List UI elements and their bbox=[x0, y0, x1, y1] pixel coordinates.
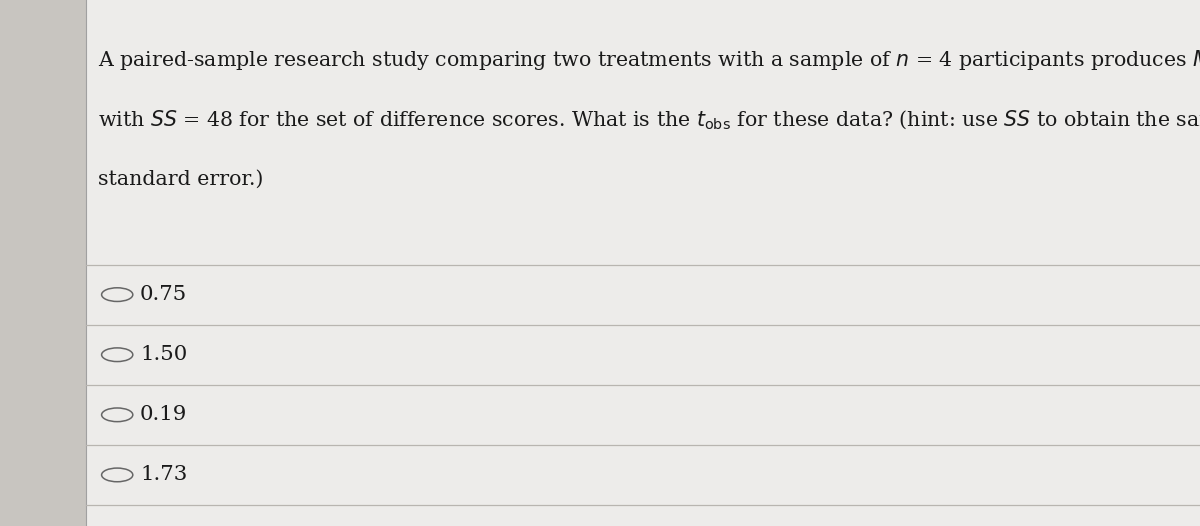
Text: 0.75: 0.75 bbox=[140, 285, 187, 304]
Bar bbox=[0, 0, 86, 526]
Text: A paired-sample research study comparing two treatments with a sample of $n$ = 4: A paired-sample research study comparing… bbox=[98, 48, 1200, 73]
Text: with $SS$ = 48 for the set of difference scores. What is the $t_{\mathrm{obs}}$ : with $SS$ = 48 for the set of difference… bbox=[98, 108, 1200, 132]
Text: 0.19: 0.19 bbox=[140, 406, 187, 424]
Text: 1.50: 1.50 bbox=[140, 345, 187, 364]
Text: 1.73: 1.73 bbox=[140, 466, 187, 484]
Text: standard error.): standard error.) bbox=[98, 169, 263, 188]
